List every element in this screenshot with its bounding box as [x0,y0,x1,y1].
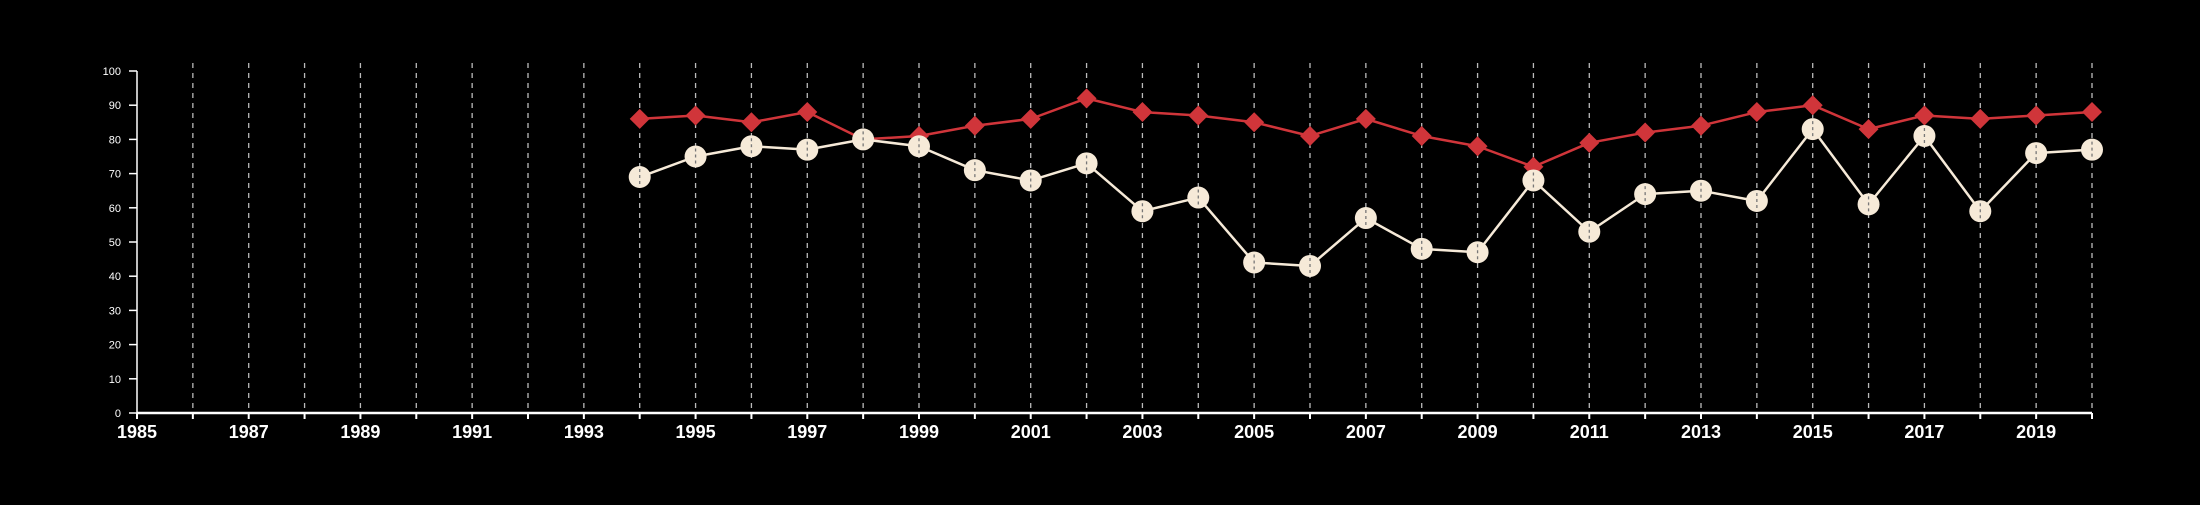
x-tick-label: 1999 [899,422,939,442]
diamond-marker [1244,112,1265,133]
data-markers [628,88,2103,277]
diamond-marker [1635,122,1656,143]
diamond-marker [1691,115,1711,136]
diamond-marker [797,102,818,123]
y-tick-label: 20 [109,340,121,352]
x-tick-label: 2003 [1122,422,1162,442]
gridlines [192,63,2093,413]
diamond-marker [1076,88,1097,109]
y-tick-label: 60 [109,203,121,215]
diamond-marker [1300,125,1320,146]
diamond-marker [1411,125,1432,146]
diamond-marker [741,112,762,133]
axes: 0 10 20 30 40 50 60 70 80 90 100 1985 1987 1989 1991 19… [103,66,2093,442]
diamond-marker [1579,132,1600,153]
y-tick-label: 80 [109,134,121,146]
x-tick-label: 1995 [676,422,716,442]
x-tick-label: 1987 [229,422,269,442]
x-tick-label: 1993 [564,422,604,442]
x-tick-label: 1997 [787,422,827,442]
diamond-marker [964,115,985,136]
x-tick-label: 2013 [1681,422,1721,442]
y-tick-label: 70 [109,169,121,181]
diamond-marker [2026,105,2047,126]
x-tick-label: 1989 [340,422,380,442]
x-tick-label: 2011 [1570,422,1609,442]
x-tick-label: 1985 [117,422,157,442]
diamond-marker [1970,108,1991,129]
diamond-marker [629,108,650,129]
x-tick-label: 2005 [1234,422,1274,442]
diamond-marker [1746,102,1767,123]
y-tick-label: 0 [115,408,121,420]
diamond-marker [1188,105,1209,126]
x-tick-label: 2001 [1011,422,1051,442]
diamond-marker [1914,105,1935,126]
diamond-marker [1858,119,1879,140]
y-tick-label: 10 [109,374,121,386]
y-tick-label: 30 [109,305,121,317]
diamond-marker [685,105,706,126]
y-tick-label: 50 [109,237,121,249]
x-tick-label: 2007 [1346,422,1386,442]
x-tick-label: 2009 [1458,422,1498,442]
diamond-marker [1467,136,1488,157]
diamond-marker [1355,108,1376,129]
diamond-marker [2082,102,2102,123]
x-tick-label: 1991 [452,422,492,442]
x-tick-label: 2019 [2016,422,2056,442]
diamond-marker [1802,95,1823,116]
x-tick-label: 2017 [1904,422,1944,442]
y-tick-label: 100 [103,66,121,78]
diamond-marker [1132,102,1153,123]
x-tick-label: 2015 [1793,422,1833,442]
y-tick-label: 40 [109,271,121,283]
diamond-marker [1020,108,1041,129]
y-tick-label: 90 [109,100,121,112]
